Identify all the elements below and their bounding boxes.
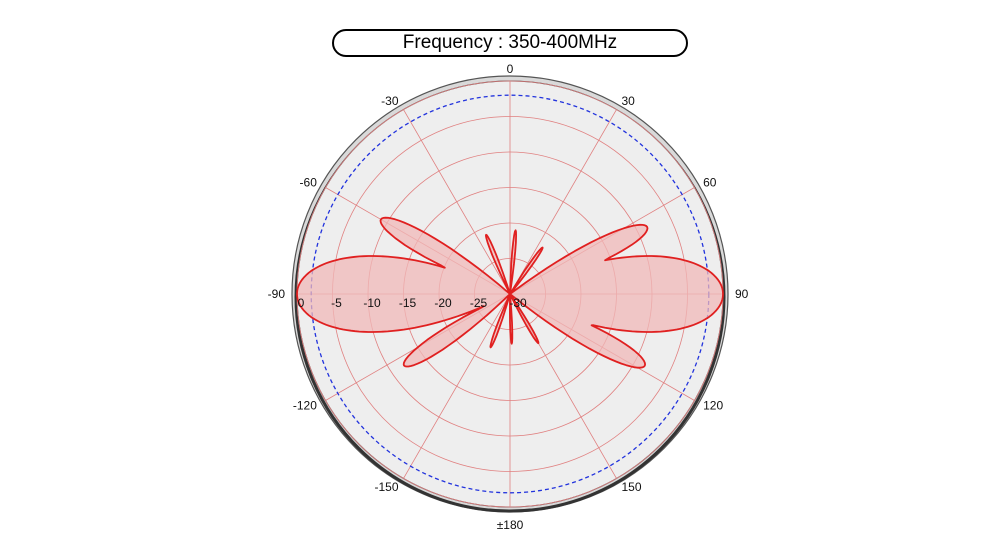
grid-spoke xyxy=(403,109,511,295)
radial-tick-label: -5 xyxy=(331,296,342,310)
chart-title: Frequency : 350-400MHz xyxy=(332,29,688,57)
angle-label: -90 xyxy=(268,287,286,301)
angle-label: -60 xyxy=(300,176,318,190)
radial-tick-label: -20 xyxy=(434,296,452,310)
angle-label: 150 xyxy=(622,480,642,494)
angle-label: -120 xyxy=(293,399,317,413)
angle-label: 90 xyxy=(735,287,749,301)
angle-label: -30 xyxy=(381,94,399,108)
angle-label: -150 xyxy=(374,480,398,494)
radiation-pattern xyxy=(296,216,724,369)
angle-label: ±180 xyxy=(497,518,524,532)
grid-spoke xyxy=(509,109,617,295)
radial-tick-label: -30 xyxy=(509,296,527,310)
angle-label: 60 xyxy=(703,176,717,190)
angle-label: 120 xyxy=(703,399,723,413)
radial-tick-label: -10 xyxy=(363,296,381,310)
angle-label: 30 xyxy=(622,94,636,108)
radial-tick-label: 0 xyxy=(298,296,305,310)
radial-tick-label: -25 xyxy=(470,296,488,310)
radial-tick-label: -15 xyxy=(399,296,417,310)
angle-label: 0 xyxy=(507,62,514,76)
grid-spoke xyxy=(403,293,511,479)
